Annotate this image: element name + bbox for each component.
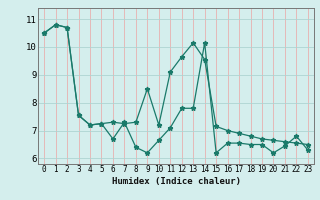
X-axis label: Humidex (Indice chaleur): Humidex (Indice chaleur) — [111, 177, 241, 186]
